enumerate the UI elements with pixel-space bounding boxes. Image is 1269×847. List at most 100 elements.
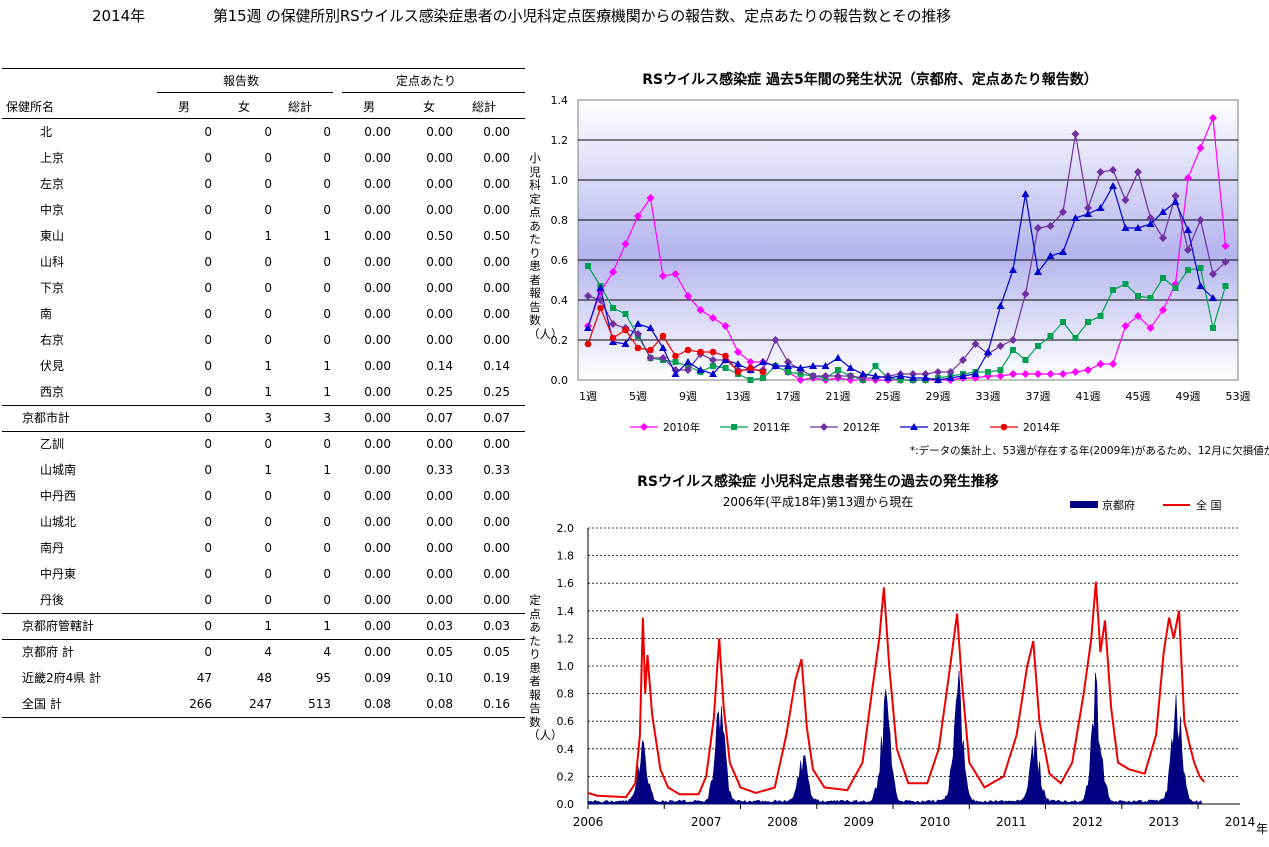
cell-pf: 0.00 (426, 541, 453, 555)
row-name: 京都市計 (22, 411, 71, 425)
chart1-data-point (709, 370, 717, 377)
cell-f: 0 (264, 489, 272, 503)
chart1-data-point (634, 330, 642, 338)
cell-pf: 0.00 (426, 515, 453, 529)
cell-f: 0 (264, 515, 272, 529)
table-row: 北 0 0 0 0.00 0.00 0.00 (2, 119, 525, 145)
chart1-data-point (984, 348, 992, 355)
cell-pt: 0.00 (483, 125, 510, 139)
chart1-data-point (696, 366, 705, 373)
chart1-data-point (672, 359, 679, 365)
chart2-x-tick-label: 2011 (996, 815, 1027, 829)
chart2-legend-label-national: 全 国 (1196, 498, 1222, 512)
cell-pt: 0.16 (483, 697, 510, 711)
table-row: 東山 0 1 1 0.00 0.50 0.50 (2, 223, 525, 249)
row-name: 南丹 (40, 541, 65, 555)
cell-t: 3 (323, 411, 331, 425)
row-name: 乙訓 (40, 437, 65, 451)
cell-pt: 0.33 (483, 463, 510, 477)
chart1-note: *:データの集計上、53週が存在する年(2009年)があるため、12月に欠損値が… (910, 444, 1269, 457)
chart2-y-tick-label: 2.0 (557, 522, 575, 535)
chart1-x-tick-label: 49週 (1176, 390, 1201, 403)
cell-pf: 0.05 (426, 645, 453, 659)
chart1-data-point (585, 263, 591, 269)
table-row: 中丹東 0 0 0 0.00 0.00 0.00 (2, 561, 525, 587)
row-name: 中京 (40, 203, 65, 217)
cell-pm: 0.00 (364, 125, 391, 139)
chart1-data-point (871, 372, 880, 379)
chart1-legend-marker (910, 423, 918, 430)
row-name: 左京 (40, 177, 65, 191)
chart1-data-point (746, 358, 755, 366)
cell-pm: 0.00 (364, 281, 391, 295)
chart1-data-point (1159, 306, 1167, 314)
cell-t: 1 (323, 359, 331, 373)
chart1-data-point (1109, 182, 1117, 189)
chart2-kyoto-area (587, 670, 1203, 805)
chart2-y-tick-label: 0.0 (557, 798, 575, 811)
cell-t: 0 (323, 281, 331, 295)
chart1-data-point (809, 362, 817, 369)
table-row: 乙訓 0 0 0 0.00 0.00 0.00 (2, 431, 525, 457)
chart2-y-tick-label: 0.4 (557, 743, 575, 756)
chart1-data-point (1060, 319, 1066, 325)
cell-pf: 0.50 (426, 229, 453, 243)
chart1-legend-label: 2014年 (1023, 421, 1060, 434)
cell-f: 1 (264, 229, 272, 243)
chart1-data-point (821, 362, 830, 369)
cell-m: 0 (204, 489, 212, 503)
chart1-data-point (934, 368, 942, 376)
cell-f: 1 (264, 463, 272, 477)
cell-pt: 0.05 (483, 645, 510, 659)
cell-pt: 0.00 (483, 333, 510, 347)
chart1-data-point (1096, 204, 1105, 211)
cell-pt: 0.00 (483, 489, 510, 503)
chart2-title: RSウイルス感染症 小児科定点患者発生の過去の発生推移 (637, 473, 999, 490)
cell-m: 0 (204, 411, 212, 425)
cell-pf: 0.03 (426, 619, 453, 633)
chart1-data-point (1121, 322, 1130, 330)
chart1-legend-marker (820, 423, 828, 431)
chart1-data-point (1185, 267, 1191, 273)
chart1-x-tick-label: 29週 (926, 390, 951, 403)
chart1-data-point (996, 342, 1005, 350)
chart1-x-tick-label: 9週 (679, 390, 697, 403)
cell-pf: 0.00 (426, 437, 453, 451)
chart1-y-tick-label: 1.4 (551, 94, 569, 107)
cell-m: 0 (204, 333, 212, 347)
table-row: 中丹西 0 0 0 0.00 0.00 0.00 (2, 483, 525, 509)
cell-pf: 0.00 (426, 333, 453, 347)
chart2-y-axis-label: 定点あたり患者報告数（人） (528, 593, 563, 742)
cell-pt: 0.25 (483, 385, 510, 399)
chart1-data-point (846, 372, 855, 380)
chart1-data-point (809, 372, 817, 380)
table-row: 南丹 0 0 0 0.00 0.00 0.00 (2, 535, 525, 561)
cell-t: 1 (323, 229, 331, 243)
table-row: 上京 0 0 0 0.00 0.00 0.00 (2, 145, 525, 171)
chart1-series-2013年 (584, 182, 1217, 383)
cell-t: 95 (315, 671, 331, 685)
chart1-data-point (1010, 347, 1016, 353)
chart1-data-point (1184, 246, 1192, 254)
chart1-data-point (1009, 266, 1017, 273)
chart1-x-tick-label: 17週 (776, 390, 801, 403)
chart1-data-point (1072, 335, 1079, 341)
chart1-data-point (709, 314, 717, 322)
cell-pt: 0.00 (483, 255, 510, 269)
chart1-data-point (985, 369, 991, 375)
chart1-data-point (796, 376, 805, 384)
col-header-female: 女 (238, 100, 251, 114)
group-header-per-site: 定点あたり (396, 74, 457, 88)
cell-pm: 0.00 (364, 567, 391, 581)
cell-t: 1 (323, 463, 331, 477)
cell-f: 0 (264, 307, 272, 321)
chart1-data-point (1034, 268, 1042, 275)
chart1-data-point (1159, 208, 1167, 215)
chart1-x-tick-label: 33週 (976, 390, 1001, 403)
cell-pm: 0.00 (364, 489, 391, 503)
cell-t: 0 (323, 177, 331, 191)
chart2-x-unit: 年 (1256, 822, 1268, 836)
chart1-data-point (1196, 144, 1205, 152)
chart1-data-point (1172, 285, 1179, 291)
table-row: 西京 0 1 1 0.00 0.25 0.25 (2, 379, 525, 405)
